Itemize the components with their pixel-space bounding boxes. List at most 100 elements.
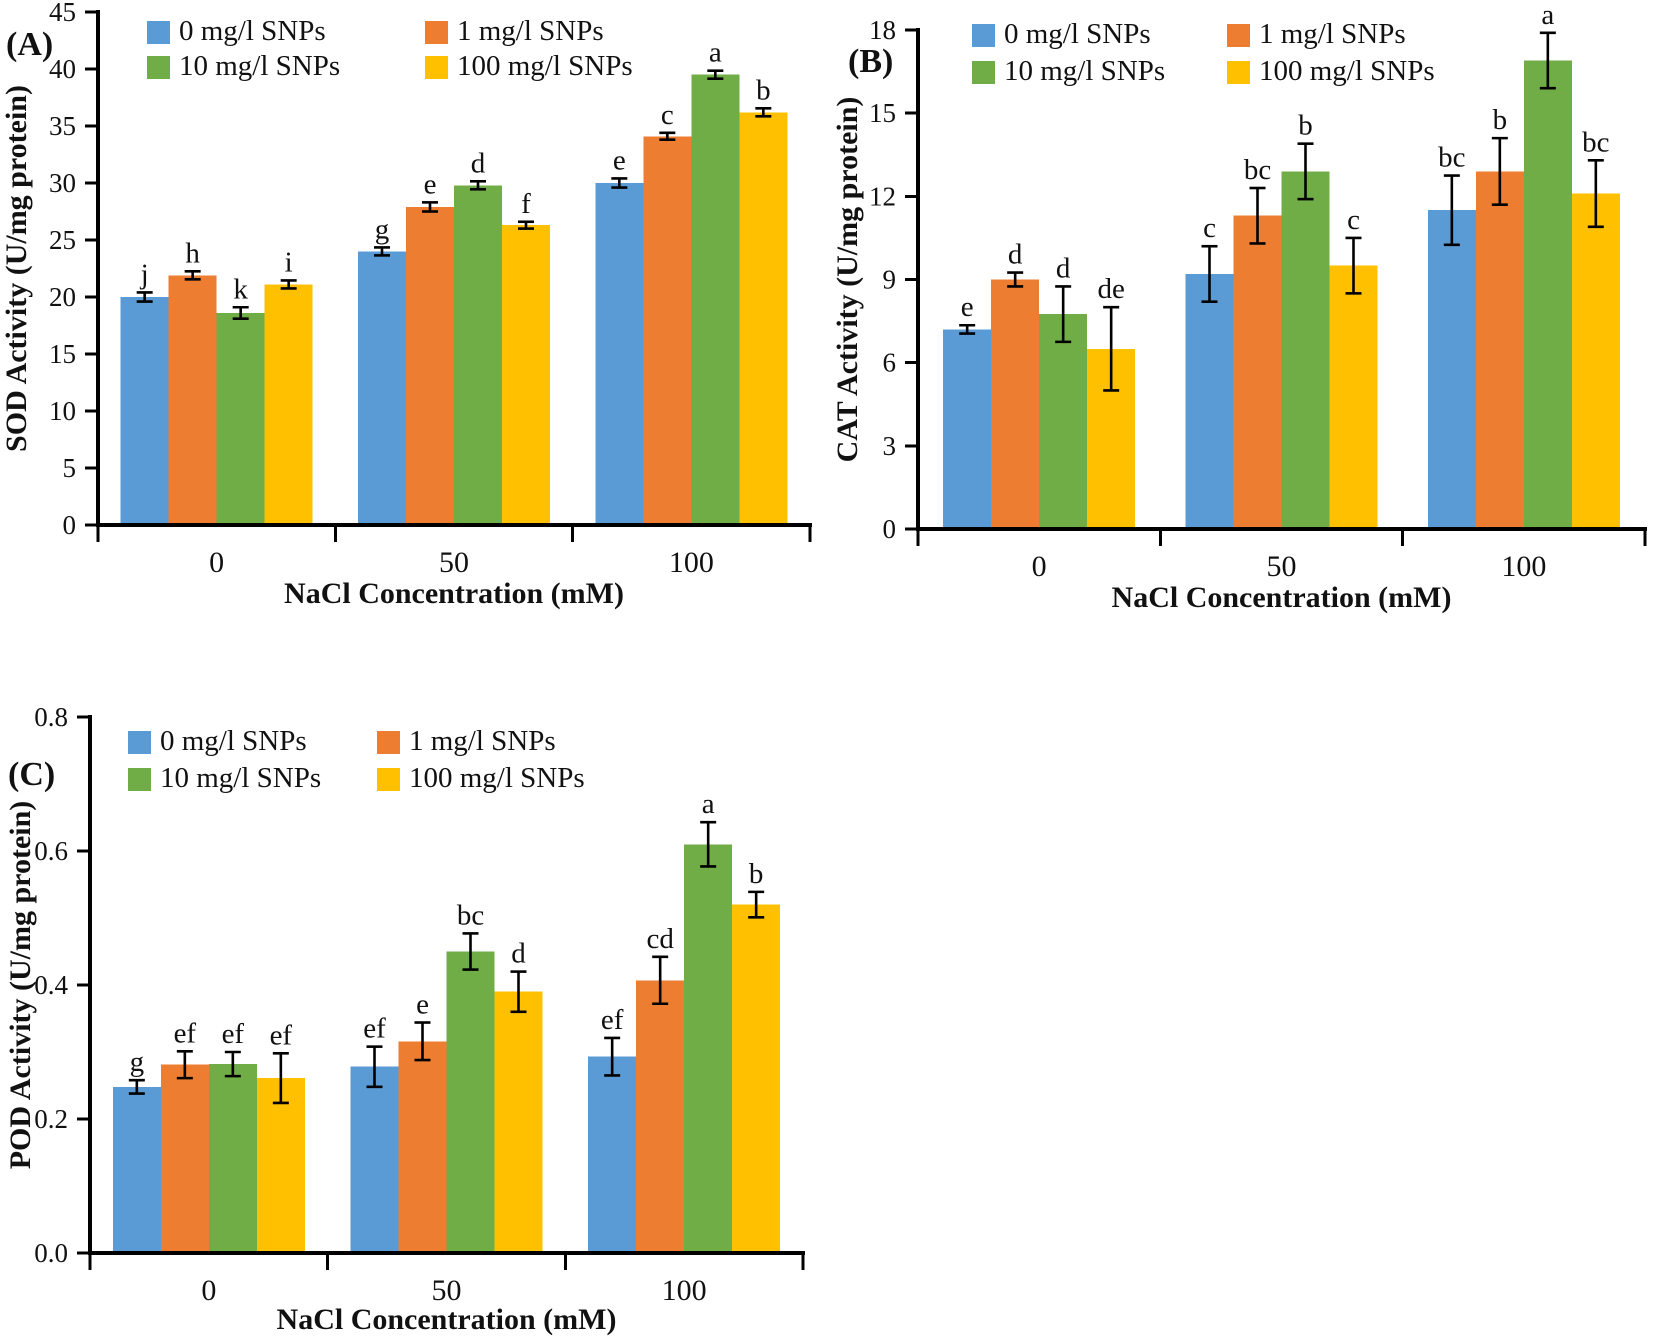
bar-1mgl-nacl0: [160, 1064, 209, 1253]
bar-100mgl-nacl50: [502, 225, 550, 525]
bar-100mgl-nacl100: [732, 904, 781, 1253]
y-tick-label: 0.6: [34, 836, 68, 866]
sig-letter: bc: [457, 899, 484, 931]
y-tick-label: 0.2: [34, 1104, 68, 1134]
y-tick-label: 40: [49, 54, 76, 84]
y-tick-label: 9: [883, 265, 897, 295]
legend-swatch-10mgl: [972, 61, 995, 84]
sig-letter: bc: [1438, 142, 1465, 174]
y-tick-label: 0.4: [34, 970, 68, 1000]
sig-letter: b: [1298, 110, 1313, 142]
y-axis-title: SOD Activity (U/mg protein): [0, 85, 33, 452]
y-tick-label: 12: [869, 181, 896, 211]
bar-1mgl-nacl100: [643, 136, 692, 526]
x-tick-label: 50: [432, 1274, 462, 1307]
legend-label-100mgl: 100 mg/l SNPs: [409, 762, 585, 794]
sig-letter: ef: [222, 1018, 245, 1050]
legend-label-1mgl: 1 mg/l SNPs: [457, 15, 604, 47]
sig-letter: ef: [270, 1019, 293, 1051]
y-axis-title: CAT Activity (U/mg protein): [831, 97, 864, 463]
x-axis-title: NaCl Concentration (mM): [277, 1303, 617, 1336]
bar-100mgl-nacl0: [256, 1078, 305, 1253]
x-tick-label: 50: [439, 546, 469, 579]
legend-label-1mgl: 1 mg/l SNPs: [409, 725, 556, 757]
y-tick-label: 6: [883, 348, 897, 378]
sig-letter: g: [375, 213, 390, 245]
bar-10mgl-nacl50: [446, 951, 495, 1253]
sig-letter: bc: [1244, 154, 1271, 186]
sig-letter: a: [709, 37, 722, 69]
y-tick-label: 0: [883, 514, 897, 544]
sig-letter: c: [661, 99, 674, 131]
bar-100mgl-nacl50: [494, 991, 543, 1253]
y-tick-label: 15: [49, 339, 76, 369]
bar-100mgl-nacl100: [1571, 193, 1620, 529]
y-axis-title: POD Activity (U/mg protein): [4, 801, 37, 1170]
bar-0mgl-nacl50: [350, 1066, 399, 1253]
y-tick-label: 30: [49, 168, 76, 198]
legend-swatch-1mgl: [425, 21, 448, 44]
sig-letter: c: [1203, 212, 1216, 244]
sig-letter: d: [511, 938, 526, 970]
legend-swatch-0mgl: [972, 24, 995, 47]
sig-letter: i: [285, 247, 293, 279]
x-tick-label: 0: [209, 546, 224, 579]
sig-letter: a: [702, 788, 715, 820]
bar-1mgl-nacl0: [991, 279, 1040, 529]
sig-letter: e: [424, 168, 437, 200]
bar-1mgl-nacl100: [1475, 171, 1524, 529]
bar-10mgl-nacl100: [684, 844, 733, 1253]
sig-letter: b: [1493, 104, 1508, 136]
panel-A-sod-activity-chart: j h k i g e d f e c a b 0 5 10 15 20 25 30 35 40 45 0 50 100 NaCl…: [0, 0, 812, 610]
y-tick-label: 0.0: [34, 1238, 68, 1268]
sig-letter: a: [1541, 0, 1554, 31]
bar-10mgl-nacl100: [1523, 60, 1572, 529]
bar-10mgl-nacl0: [216, 313, 265, 525]
bar-1mgl-nacl50: [398, 1041, 447, 1253]
panel-label: (C): [8, 756, 55, 793]
legend-label-100mgl: 100 mg/l SNPs: [1259, 55, 1435, 87]
sig-letter: h: [185, 237, 200, 269]
x-tick-label: 50: [1267, 550, 1297, 583]
x-tick-label: 0: [1032, 550, 1047, 583]
sig-letter: c: [1347, 204, 1360, 236]
bar-10mgl-nacl0: [1039, 314, 1088, 529]
sig-letter: e: [613, 144, 626, 176]
legend-swatch-1mgl: [1227, 24, 1250, 47]
bar-10mgl-nacl100: [691, 74, 740, 525]
legend-swatch-100mgl: [377, 768, 400, 791]
bar-10mgl-nacl50: [1281, 171, 1330, 529]
bar-100mgl-nacl100: [739, 112, 788, 526]
legend-label-100mgl: 100 mg/l SNPs: [457, 50, 633, 82]
sig-letter: g: [130, 1046, 145, 1078]
panel-label: (A): [6, 26, 53, 63]
y-tick-label: 18: [869, 15, 896, 45]
legend-label-10mgl: 10 mg/l SNPs: [1004, 55, 1165, 87]
legend-swatch-10mgl: [147, 56, 170, 79]
bar-0mgl-nacl100: [1427, 210, 1476, 529]
bar-1mgl-nacl100: [636, 980, 685, 1253]
x-tick-label: 0: [201, 1274, 216, 1307]
y-tick-label: 0: [63, 510, 77, 540]
y-tick-label: 3: [883, 431, 897, 461]
sig-letter: d: [1056, 252, 1071, 284]
sig-letter: k: [233, 273, 248, 305]
legend-swatch-10mgl: [128, 768, 151, 791]
bar-100mgl-nacl50: [1329, 265, 1378, 529]
x-tick-label: 100: [1501, 550, 1546, 583]
bar-10mgl-nacl50: [454, 185, 502, 526]
legend-swatch-0mgl: [147, 21, 170, 44]
x-tick-label: 100: [669, 546, 714, 579]
sig-letter: d: [471, 147, 486, 179]
y-tick-label: 20: [49, 282, 76, 312]
bar-1mgl-nacl50: [1233, 215, 1282, 529]
sig-letter: e: [416, 989, 429, 1021]
legend-label-10mgl: 10 mg/l SNPs: [179, 50, 340, 82]
sig-letter: f: [521, 188, 531, 220]
sig-letter: de: [1097, 273, 1124, 305]
legend-swatch-1mgl: [377, 731, 400, 754]
bar-0mgl-nacl0: [120, 297, 169, 525]
legend-label-1mgl: 1 mg/l SNPs: [1259, 18, 1406, 50]
